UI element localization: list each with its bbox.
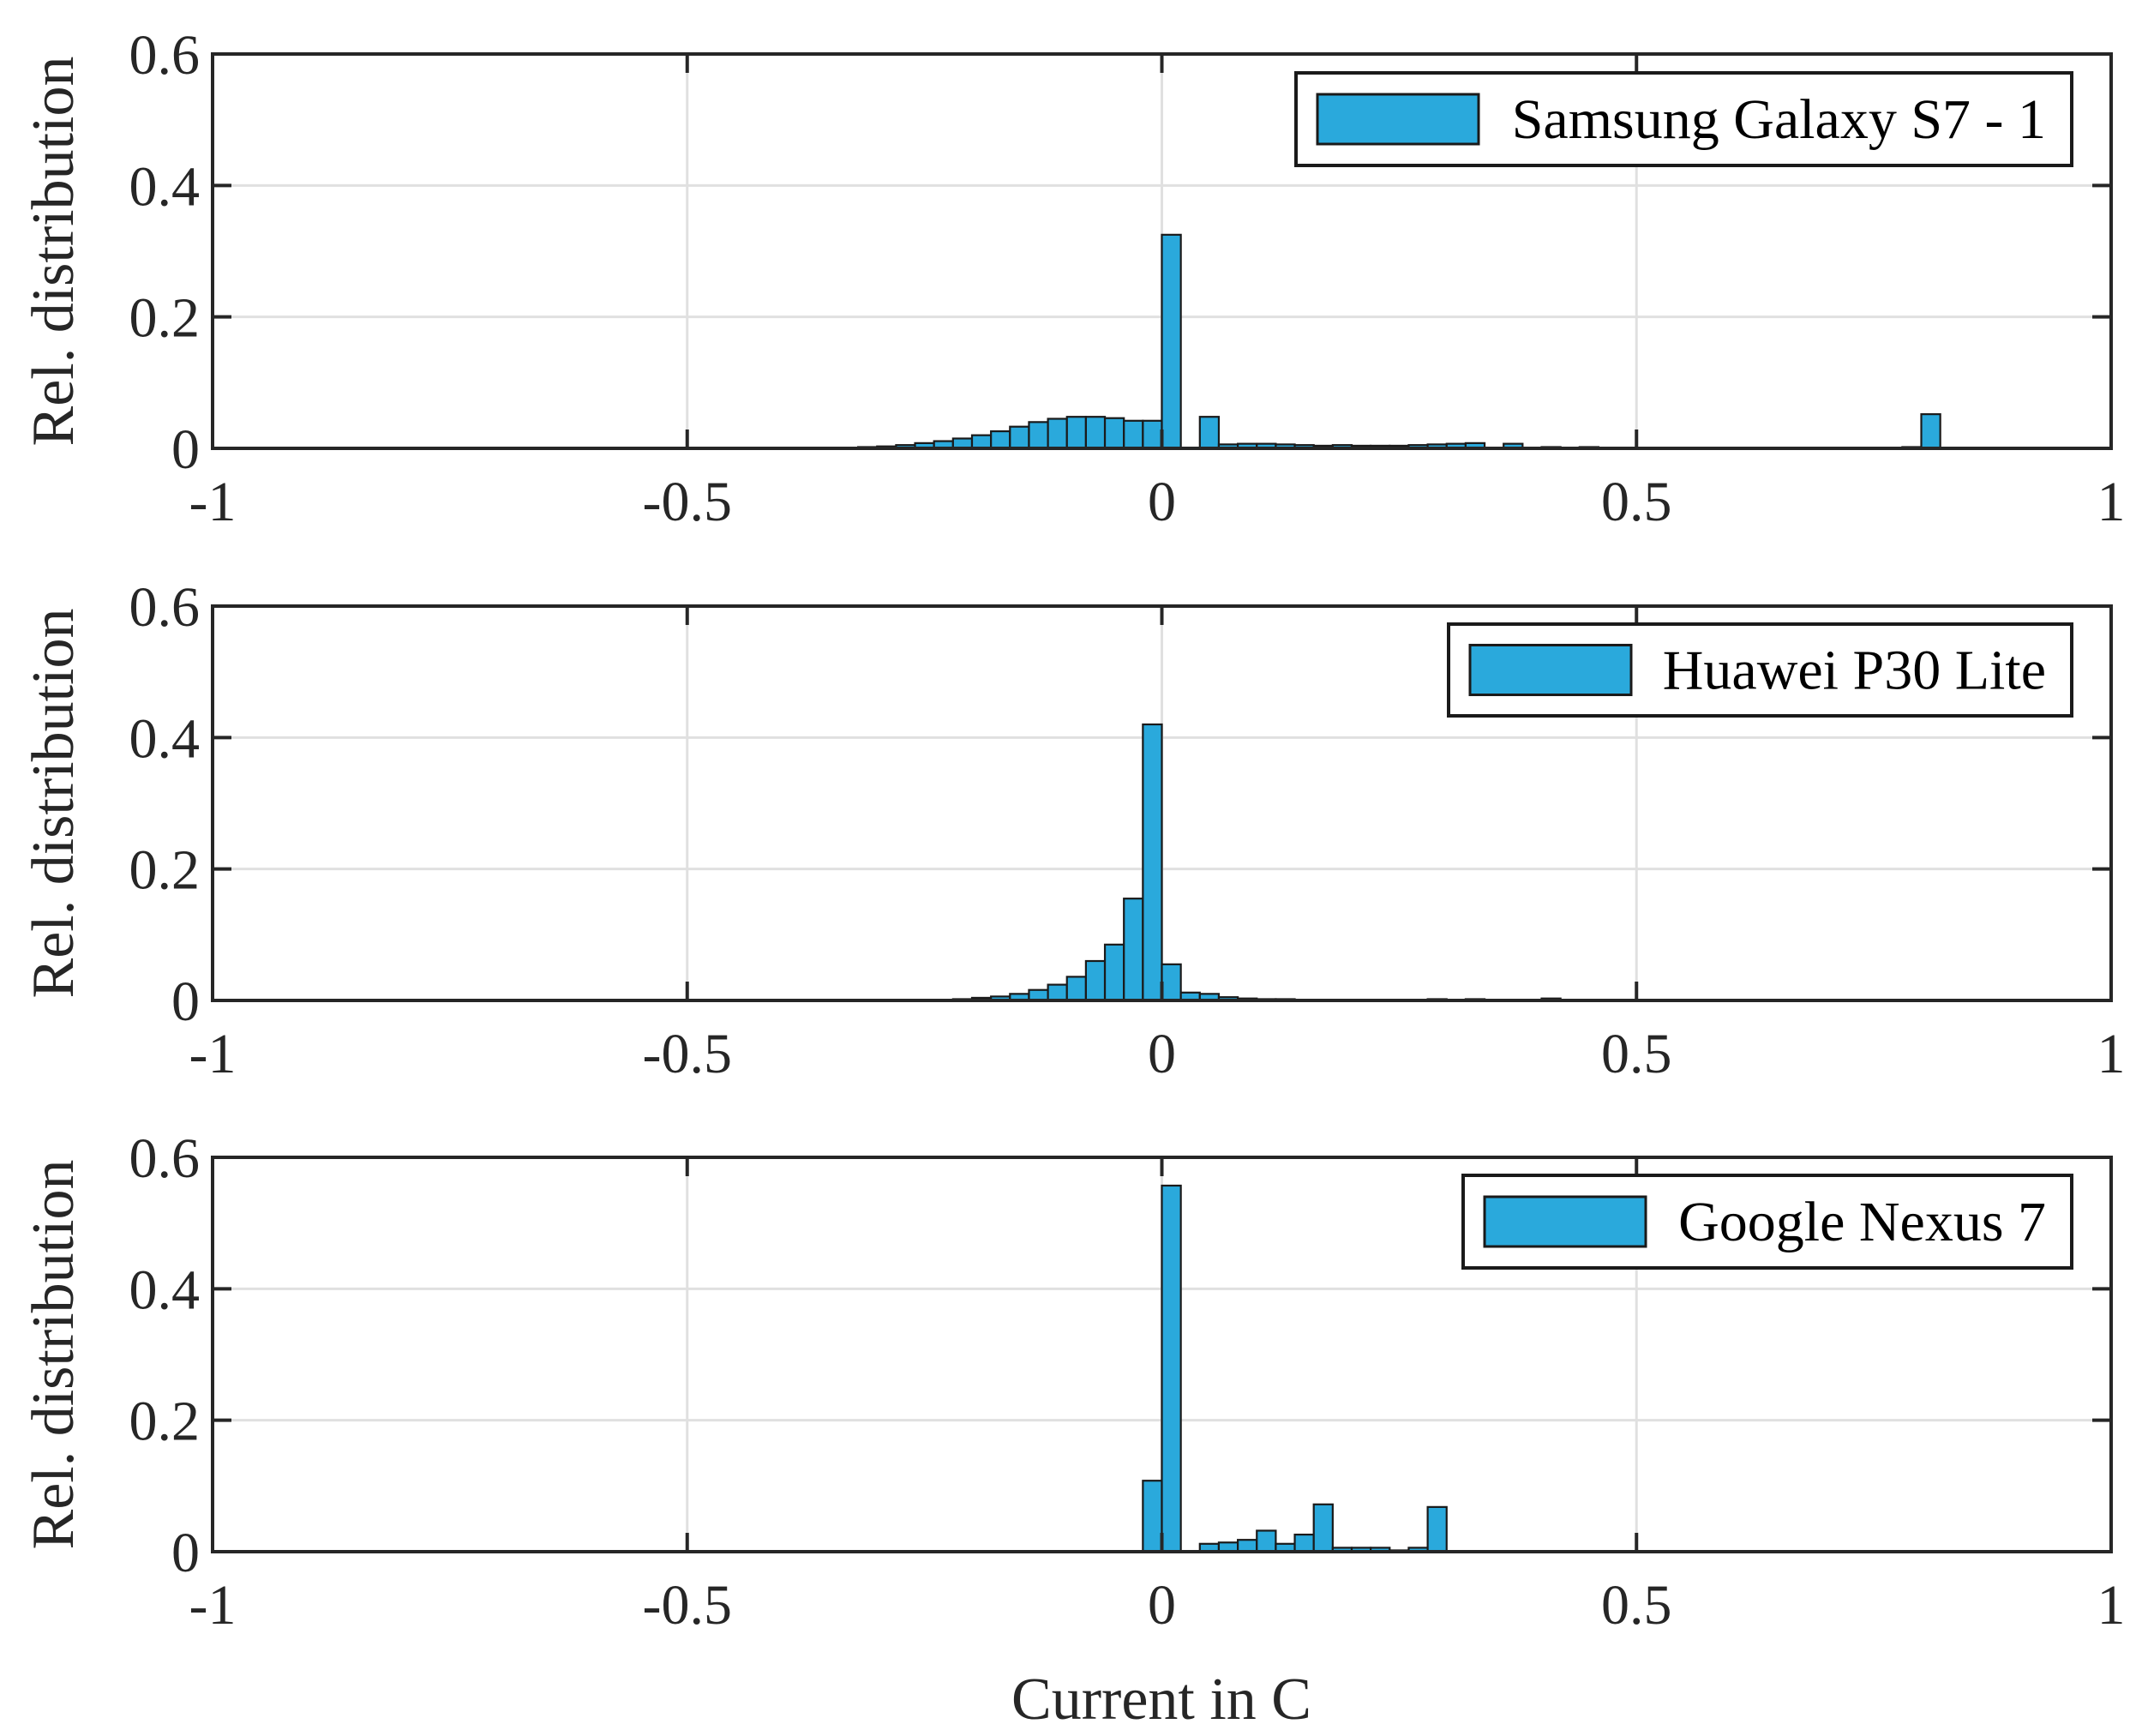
y-tick-label: 0.6 [129,1127,201,1190]
histogram-bar [1065,976,1087,1002]
x-tick-label: -1 [189,1023,237,1085]
x-tick-label: 0.5 [1601,1574,1672,1637]
histogram-bar [1198,416,1221,450]
subplot-1: -1 -0.5 0 0.5 1 0 0.2 0.4 0.6 Rel. distribution Sa… [21,24,2126,533]
histogram-bar [1084,416,1107,450]
histogram-bar [1123,419,1144,450]
x-tick-label: 1 [2097,1574,2126,1637]
tick-marks [211,1156,2113,1553]
histogram-bar [1920,413,1941,450]
y-tick-label: 0 [171,1522,200,1584]
y-tick-label: 0.2 [129,287,201,350]
histogram-bar [1161,233,1182,450]
x-tick-label: 0 [1148,471,1176,533]
histogram-bar [1142,1480,1163,1553]
x-tick-label: 1 [2097,1023,2126,1085]
histogram-bar [1009,425,1030,450]
histogram-bar [1293,1533,1315,1553]
y-tick-label: 0 [171,970,200,1033]
x-tick-label: -1 [189,1574,237,1637]
legend-label: Google Nexus 7 [1678,1191,2046,1253]
histogram-bar [1047,983,1068,1002]
x-tick-label: 1 [2097,471,2126,533]
subplots: -1 -0.5 0 0.5 1 0 0.2 0.4 0.6 Rel. distribution Sa… [21,24,2126,1637]
subplot-2: -1 -0.5 0 0.5 1 0 0.2 0.4 0.6 Rel. distribution Hu… [21,576,2126,1085]
histogram-bar [1103,943,1125,1002]
legend-box [1461,1174,2073,1270]
histogram-bar [1236,1539,1258,1553]
tick-marks [211,604,2113,1002]
x-tick-label: -0.5 [643,1023,732,1085]
histogram-bar [1142,419,1163,450]
legend-swatch [1483,1195,1647,1248]
y-tick-label: 0.4 [129,707,201,770]
legend: Samsung Galaxy S7 - 1 [1294,71,2073,167]
histogram-bar [1161,1184,1182,1553]
histogram-bar [1028,421,1049,450]
y-tick-label: 0.2 [129,839,201,902]
y-axis-title: Rel. distribution [21,609,87,999]
histogram-bar [1426,1505,1448,1553]
histogram-bar [970,434,993,450]
bars [837,233,1941,450]
subplot-3: -1 -0.5 0 0.5 1 0 0.2 0.4 0.6 Rel. distribution Go… [21,1127,2126,1637]
bars [951,723,1809,1002]
histogram-bar [1142,723,1163,1002]
y-tick-label: 0.4 [129,1258,201,1321]
x-tick-label: -0.5 [643,1574,732,1637]
y-axis-title: Rel. distribution [21,1160,87,1550]
histogram-bar [1312,1503,1334,1553]
legend-swatch [1316,93,1480,146]
x-axis-title: Current in C [1011,1667,1311,1733]
y-tick-label: 0.2 [129,1391,201,1453]
bars [1142,1184,1448,1553]
legend-label: Samsung Galaxy S7 - 1 [1512,88,2046,151]
histogram-bar [1084,959,1107,1002]
x-tick-label: 0 [1148,1574,1176,1637]
tick-marks [211,52,2113,450]
y-tick-label: 0.6 [129,24,201,87]
y-tick-label: 0.4 [129,155,201,218]
legend-swatch [1468,644,1633,696]
histogram-bar [1065,416,1087,450]
histogram-bar [1161,963,1182,1002]
histogram-bar [990,429,1011,450]
y-tick-label: 0.6 [129,576,201,639]
x-tick-label: -1 [189,471,237,533]
legend-label: Huawei P30 Lite [1663,640,2046,702]
y-axis-title: Rel. distribution [21,57,87,447]
legend-box [1294,71,2073,167]
legend: Huawei P30 Lite [1447,622,2073,718]
x-tick-label: 0.5 [1601,471,1672,533]
x-tick-label: 0.5 [1601,1023,1672,1085]
x-tick-label: 0 [1148,1023,1176,1085]
histogram-bar [1123,898,1144,1002]
histogram-bar [1047,417,1068,450]
histogram-bar [1103,417,1125,450]
x-tick-label: -0.5 [643,471,732,533]
y-tick-label: 0 [171,418,200,481]
legend: Google Nexus 7 [1461,1174,2073,1270]
histogram-bar [1256,1529,1277,1553]
